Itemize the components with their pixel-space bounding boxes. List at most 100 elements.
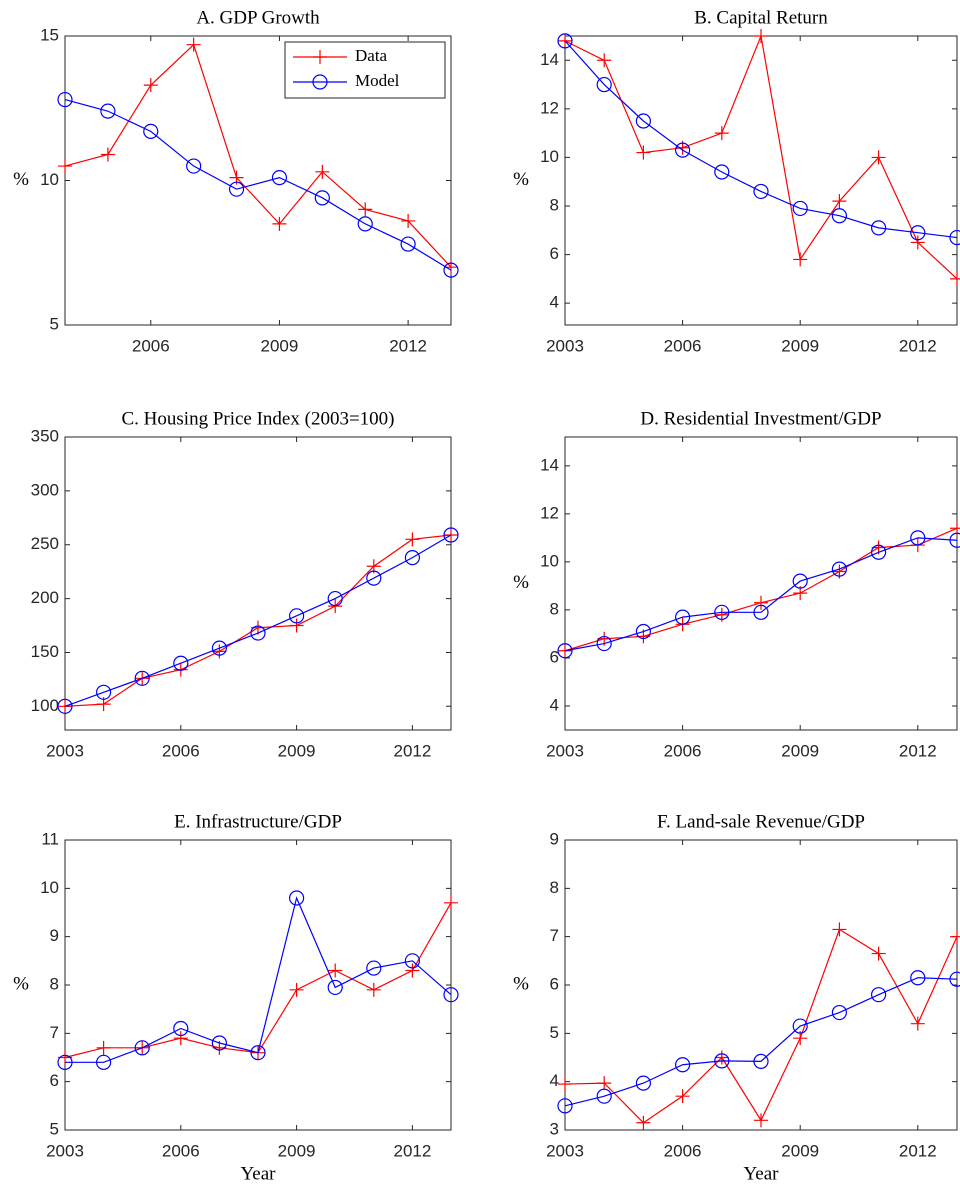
- y-tick-label: 8: [50, 974, 59, 993]
- marker: [635, 623, 652, 640]
- marker: [366, 570, 382, 586]
- series-line: [65, 896, 452, 1063]
- marker: [271, 170, 288, 186]
- marker: [443, 262, 459, 278]
- y-tick-label: 12: [540, 98, 559, 117]
- y-tick-label: 8: [550, 195, 559, 214]
- marker: [753, 1053, 769, 1069]
- y-tick-label: 11: [41, 829, 59, 848]
- marker: [635, 113, 652, 129]
- marker: [558, 643, 572, 658]
- marker: [558, 1077, 572, 1092]
- x-tick-label: 2009: [781, 1141, 819, 1160]
- marker: [443, 987, 459, 1003]
- marker: [949, 229, 960, 246]
- marker: [792, 573, 808, 589]
- y-axis-label: %: [513, 973, 529, 994]
- marker: [228, 181, 245, 197]
- marker: [714, 164, 730, 180]
- marker: [57, 698, 73, 714]
- panel: B. Capital Return% 4 6 8 10 12 14 2003 2006 2009 2…: [513, 7, 960, 355]
- y-tick-label: 5: [550, 1023, 559, 1042]
- marker: [910, 530, 926, 546]
- panel: A. GDP Growth% 5 10 15 2006 2009 2012 Data Model: [13, 7, 459, 355]
- marker: [870, 544, 887, 560]
- y-tick-label: 6: [50, 1071, 59, 1090]
- marker: [211, 1035, 227, 1051]
- y-tick-label: 150: [31, 642, 59, 661]
- y-tick-label: 10: [40, 878, 59, 897]
- marker: [597, 53, 612, 68]
- marker: [211, 640, 227, 656]
- y-tick-label: 6: [550, 244, 559, 263]
- marker: [714, 604, 730, 620]
- legend-label: Data: [355, 46, 388, 65]
- marker: [871, 946, 886, 961]
- marker: [401, 213, 416, 228]
- marker: [754, 1113, 768, 1128]
- marker: [100, 147, 115, 162]
- marker: [212, 644, 227, 659]
- x-axis-label: Year: [743, 1163, 779, 1184]
- series-line: [564, 537, 958, 652]
- x-axis-label: Year: [240, 1163, 276, 1184]
- x-tick-label: 2003: [546, 336, 584, 355]
- x-tick-label: 2006: [162, 1141, 200, 1160]
- marker: [832, 194, 847, 209]
- y-tick-label: 3: [550, 1119, 559, 1138]
- marker: [754, 29, 768, 43]
- marker: [831, 561, 848, 577]
- marker: [714, 1050, 729, 1065]
- marker: [714, 126, 729, 141]
- marker: [949, 532, 960, 548]
- panel: F. Land-sale Revenue/GDP% Year 3 4 5 6 7 8 9 2003…: [513, 811, 960, 1184]
- marker: [792, 1018, 808, 1034]
- marker: [57, 1054, 73, 1070]
- marker: [315, 164, 330, 179]
- marker: [173, 655, 189, 671]
- y-tick-label: 12: [540, 503, 559, 522]
- x-tick-label: 2003: [46, 741, 84, 760]
- marker: [405, 963, 420, 978]
- y-axis-label: %: [513, 169, 529, 190]
- y-tick-label: 7: [550, 926, 559, 945]
- series-line: [564, 977, 958, 1107]
- marker: [832, 922, 847, 937]
- marker: [674, 142, 691, 158]
- y-tick-label: 4: [550, 293, 559, 312]
- marker: [674, 1057, 691, 1073]
- marker: [404, 550, 420, 566]
- marker: [910, 225, 926, 241]
- marker: [400, 236, 416, 252]
- legend: Data Model: [284, 41, 446, 99]
- marker: [357, 216, 373, 232]
- x-tick-label: 2012: [899, 336, 937, 355]
- x-tick-label: 2012: [899, 741, 937, 760]
- y-tick-label: 350: [31, 426, 59, 445]
- marker: [714, 1053, 730, 1069]
- marker: [870, 220, 887, 236]
- y-tick-label: 100: [31, 696, 59, 715]
- marker: [636, 145, 651, 160]
- plot-area: [64, 436, 452, 731]
- chart-title: F. Land-sale Revenue/GDP: [657, 811, 865, 832]
- marker: [950, 271, 960, 286]
- marker: [173, 1020, 189, 1037]
- marker: [635, 1075, 652, 1091]
- marker: [753, 604, 769, 620]
- x-tick-label: 2012: [393, 1141, 431, 1160]
- y-tick-label: 14: [540, 50, 559, 69]
- x-tick-label: 2012: [393, 741, 431, 760]
- marker: [134, 670, 150, 686]
- marker: [404, 953, 420, 969]
- marker: [289, 608, 305, 624]
- y-tick-label: 4: [550, 695, 559, 714]
- y-axis-label: %: [13, 973, 29, 994]
- y-tick-label: 5: [50, 314, 59, 333]
- marker: [143, 123, 159, 139]
- series-line: [564, 40, 958, 239]
- marker: [831, 1004, 848, 1021]
- x-tick-label: 2006: [132, 336, 170, 355]
- marker: [96, 1040, 111, 1055]
